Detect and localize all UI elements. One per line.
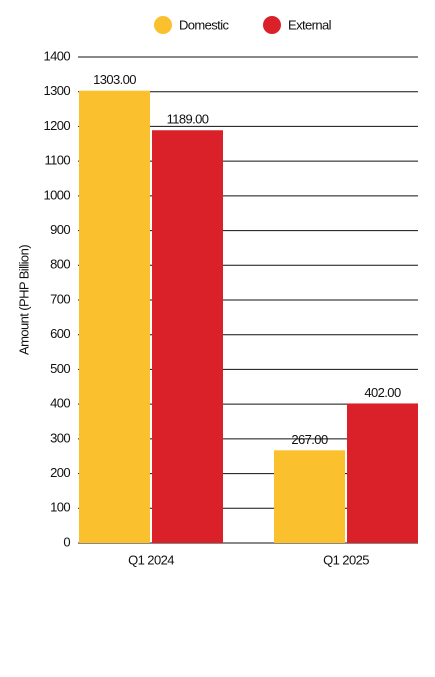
x-tick-label: Q1 2025 — [323, 552, 369, 567]
bar — [347, 403, 418, 543]
y-tick-label: 1200 — [43, 118, 70, 133]
value-label: 1189.00 — [167, 112, 209, 127]
y-tick-label: 100 — [50, 500, 70, 515]
legend-label: External — [288, 17, 332, 32]
y-tick-label: 900 — [50, 222, 70, 237]
bar — [79, 90, 150, 544]
bar — [274, 450, 345, 543]
y-tick-label: 1100 — [44, 153, 70, 168]
y-tick-label: 500 — [50, 361, 70, 376]
legend-swatch — [263, 16, 281, 34]
value-label: 1303.00 — [93, 72, 136, 87]
value-label: 267.00 — [291, 432, 328, 447]
y-tick-label: 1300 — [43, 83, 70, 98]
bar — [152, 130, 223, 544]
y-tick-label: 200 — [50, 465, 70, 480]
legend-label: Domestic — [179, 17, 229, 32]
y-tick-label: 1400 — [43, 48, 70, 63]
x-tick-label: Q1 2024 — [128, 552, 174, 567]
y-tick-label: 400 — [50, 396, 70, 411]
y-axis-label: Amount (PHP Billion) — [16, 245, 31, 355]
y-tick-label: 700 — [50, 291, 70, 306]
y-tick-label: 0 — [63, 534, 70, 549]
y-tick-label: 800 — [50, 257, 70, 272]
y-tick-label: 300 — [50, 430, 70, 445]
y-tick-label: 1000 — [43, 187, 70, 202]
value-label: 402.00 — [364, 385, 401, 400]
legend-swatch — [154, 16, 172, 34]
y-tick-label: 600 — [50, 326, 70, 341]
